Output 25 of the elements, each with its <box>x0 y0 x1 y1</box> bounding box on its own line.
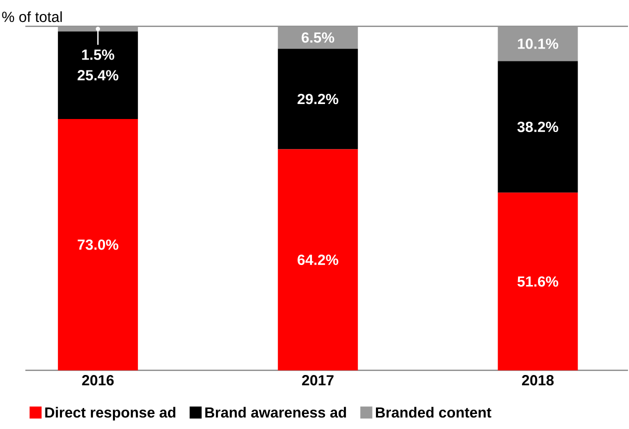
bar <box>498 61 578 193</box>
bar <box>278 48 358 150</box>
bar <box>498 192 578 370</box>
bar <box>58 118 138 370</box>
y-axis-title: % of total <box>2 11 62 22</box>
legend-label: Branded content <box>376 406 492 418</box>
bar <box>278 149 358 370</box>
x-tick-label: 2018 <box>522 375 554 386</box>
data-label: 29.2% <box>298 94 338 104</box>
data-label: 25.4% <box>78 70 118 80</box>
bar <box>498 26 578 62</box>
legend-label: Brand awareness ad <box>205 406 346 418</box>
data-label: 6.5% <box>302 32 334 43</box>
data-label: 10.1% <box>518 38 558 49</box>
legend-label: Direct response ad <box>45 406 176 421</box>
data-label: 73.0% <box>78 239 118 250</box>
x-tick-label: 2016 <box>82 375 114 386</box>
x-tick-label: 2017 <box>302 375 334 386</box>
data-label: 1.5% <box>82 50 114 60</box>
data-label: 64.2% <box>298 254 338 265</box>
bar <box>58 32 138 119</box>
bar <box>278 26 358 49</box>
data-label: 38.2% <box>517 122 558 132</box>
data-label: 51.6% <box>517 276 558 287</box>
bar <box>58 26 138 32</box>
